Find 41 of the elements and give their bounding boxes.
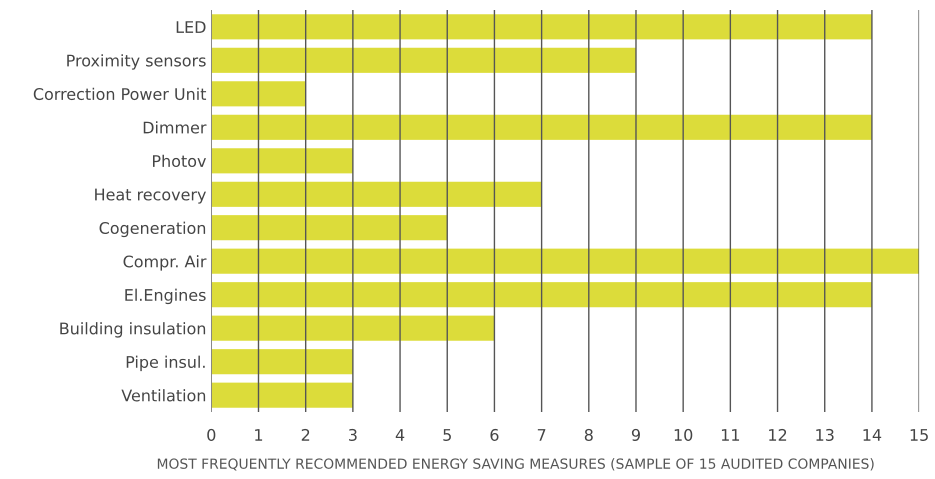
bar bbox=[211, 316, 494, 341]
bar bbox=[211, 48, 636, 73]
x-tick-label: 12 bbox=[769, 428, 786, 441]
bar bbox=[211, 148, 353, 174]
y-tick-label: Compr. Air bbox=[124, 255, 206, 271]
y-tick-label: El.Engines bbox=[125, 288, 206, 304]
y-tick-label: Heat recovery bbox=[95, 188, 206, 204]
y-tick-label: LED bbox=[176, 21, 206, 33]
bar bbox=[211, 382, 353, 408]
x-tick-label: 7 bbox=[538, 429, 546, 441]
y-tick-label: Correction Power Unit bbox=[34, 88, 206, 100]
bar bbox=[211, 114, 872, 140]
x-tick-label: 2 bbox=[302, 428, 310, 441]
x-tick-label: 15 bbox=[910, 429, 928, 441]
y-tick-label: Cogeneration bbox=[100, 222, 206, 238]
x-tick-label: 1 bbox=[255, 429, 262, 441]
y-tick-label: Proximity sensors bbox=[67, 54, 206, 70]
x-tick-label: 3 bbox=[349, 428, 357, 441]
x-tick-label: 6 bbox=[490, 428, 499, 441]
y-tick-label: Photov bbox=[153, 154, 206, 168]
bar bbox=[211, 248, 920, 274]
x-tick-label: 5 bbox=[443, 429, 451, 441]
x-tick-label: 10 bbox=[674, 428, 692, 441]
x-tick-label: 14 bbox=[864, 429, 882, 441]
x-tick-label: 0 bbox=[207, 428, 216, 441]
y-tick-label: Pipe insul. bbox=[126, 356, 205, 372]
x-tick-label: 11 bbox=[722, 429, 740, 441]
y-tick-label: Ventilation bbox=[121, 389, 206, 402]
bar bbox=[211, 215, 448, 240]
y-tick-label: Dimmer bbox=[144, 121, 206, 134]
x-tick-label: 9 bbox=[632, 428, 640, 441]
bar bbox=[211, 81, 306, 106]
x-axis-title: MOST FREQUENTLY RECOMMENDED ENERGY SAVING MEASURES (SAMPLE OF 15 AUDITED COMPANIES) bbox=[158, 458, 874, 471]
y-tick-label: Building insulation bbox=[60, 322, 206, 338]
bar bbox=[211, 282, 872, 308]
x-tick-label: 13 bbox=[816, 428, 834, 441]
bar bbox=[211, 14, 872, 40]
x-tick-label: 4 bbox=[396, 429, 404, 441]
bar bbox=[211, 182, 542, 207]
x-tick-label: 8 bbox=[584, 428, 593, 441]
bar bbox=[211, 349, 353, 374]
